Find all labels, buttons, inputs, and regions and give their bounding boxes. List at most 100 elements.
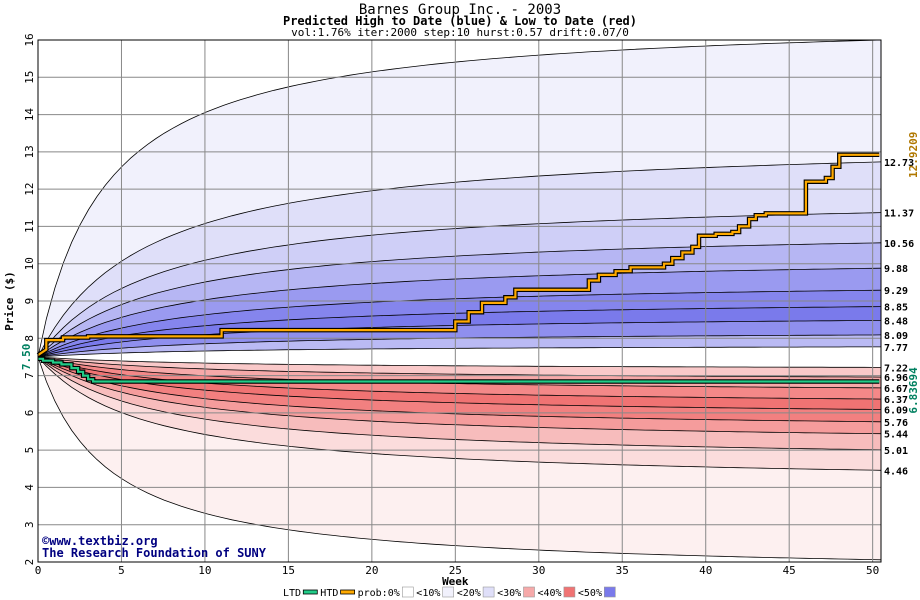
band-end-label: 9.29 — [884, 286, 908, 297]
plot-frame — [37, 39, 882, 563]
band-boundary-line-19 — [37, 356, 882, 561]
band-boundary-line-10 — [37, 356, 881, 368]
band-boundary-line-16 — [37, 356, 882, 435]
band-end-labels: 12.73 11.37 10.56 9.88 9.29 8.85 8.48 8.097.77 7… — [884, 132, 920, 478]
low-band-area-7 — [38, 356, 881, 471]
probability-bands — [38, 40, 881, 560]
legend-label: prob:0% — [358, 588, 400, 599]
high-band-area-6 — [38, 306, 881, 357]
start-price-label: 7.50 — [20, 344, 33, 371]
y-tick-label: 12 — [23, 182, 36, 195]
band-boundary-line-9 — [37, 346, 881, 358]
legend-color-swatch — [523, 586, 535, 598]
y-tick-label: 3 — [23, 521, 36, 528]
x-tick-label: 5 — [118, 564, 125, 577]
band-boundary-line-2 — [37, 212, 882, 358]
chart-title: Barnes Group Inc. - 2003 — [358, 2, 562, 18]
y-tick-label: 14 — [23, 108, 36, 122]
x-tick-label: 10 — [198, 564, 211, 577]
low-band-area-2 — [38, 356, 881, 400]
band-end-label: 4.46 — [884, 466, 908, 477]
y-axis-label: Price ($) — [3, 271, 16, 331]
high-band-area-2 — [38, 212, 881, 357]
ltd-series-line — [38, 357, 880, 383]
y-tick-label: 6 — [23, 410, 36, 417]
x-tick-label: 30 — [532, 564, 545, 577]
y-tick-label: 13 — [23, 145, 36, 158]
low-band-area-6 — [38, 356, 881, 450]
band-end-label: 6.67 — [884, 384, 908, 395]
band-boundary-line-0 — [37, 39, 882, 357]
band-boundary-line-5 — [37, 289, 882, 358]
legend: LTD HTD prob:0% <10% <20% <30% <40% <50% — [283, 586, 616, 599]
legend-color-swatch — [442, 586, 455, 598]
legend-label: LTD — [283, 588, 301, 599]
y-tick-label: 2 — [23, 559, 36, 566]
y-tick-label: 10 — [23, 257, 36, 270]
low-final-label: 6.83694 — [907, 367, 920, 414]
x-tick-label: 25 — [449, 564, 462, 577]
high-band-area-8 — [38, 334, 881, 357]
band-end-label: 10.56 — [884, 239, 914, 250]
band-end-label: 8.85 — [884, 303, 908, 314]
legend-line-swatch — [302, 589, 318, 595]
y-tick-label: 16 — [23, 33, 36, 46]
high-band-area-1 — [38, 161, 881, 357]
center-band-area — [38, 346, 881, 368]
legend-label: HTD — [320, 588, 338, 599]
band-boundary-line-17 — [37, 356, 882, 451]
x-tick-label: 15 — [282, 564, 295, 577]
chart-subtitle: Predicted High to Date (blue) & Low to D… — [282, 14, 637, 28]
legend-color-swatch — [401, 586, 414, 598]
band-end-label: 6.96 — [884, 373, 908, 384]
y-tick-label: 7 — [23, 372, 36, 379]
series-lines — [36, 152, 880, 384]
band-end-label: 7.77 — [884, 343, 908, 354]
band-boundary-line-4 — [37, 267, 882, 358]
band-end-label: 6.09 — [884, 406, 908, 417]
band-boundary-line-6 — [37, 306, 882, 358]
low-band-area-5 — [38, 356, 881, 434]
band-end-label: 5.01 — [884, 446, 908, 457]
band-boundary-line-1 — [37, 161, 882, 358]
y-tick-label: 8 — [23, 335, 36, 342]
high-band-area-3 — [38, 242, 881, 357]
band-end-label: 7.22 — [884, 363, 908, 374]
band-end-label: 8.09 — [884, 331, 908, 342]
band-boundary-line-18 — [37, 356, 882, 471]
legend-label: <30% — [497, 588, 521, 599]
y-tick-label: 5 — [23, 447, 36, 454]
legend-color-swatch — [563, 586, 576, 598]
y-tick-label: 9 — [23, 298, 36, 305]
chart-parameters: vol:1.76% iter:2000 step:10 hurst:0.57 d… — [291, 26, 629, 39]
legend-line-swatch — [340, 589, 356, 595]
low-band-area-4 — [38, 356, 881, 422]
chart-axes: 0 5 10 15 20 25 30 35 40 45 5023456789101112131415… — [3, 33, 882, 588]
high-band-area-5 — [38, 290, 881, 357]
legend-color-swatch — [603, 586, 616, 598]
legend-color-swatch — [482, 586, 495, 598]
credits: ©www.textbiz.org The Research Foundation… — [42, 534, 267, 560]
high-final-label: 12.9209 — [907, 132, 920, 178]
high-band-area-4 — [38, 268, 881, 357]
band-boundary-line-11 — [37, 356, 882, 378]
band-end-label: 5.44 — [884, 430, 908, 441]
band-boundary-line-3 — [37, 242, 882, 358]
chart-grid — [37, 39, 881, 563]
legend-label: <20% — [457, 588, 481, 599]
x-tick-label: 50 — [866, 564, 879, 577]
legend-label: <40% — [538, 588, 562, 599]
x-tick-label: 45 — [783, 564, 796, 577]
x-tick-label: 0 — [35, 564, 42, 577]
x-tick-label: 40 — [699, 564, 712, 577]
legend-label: <50% — [578, 588, 602, 599]
x-axis-label: Week — [442, 575, 469, 588]
band-boundary-line-14 — [37, 356, 882, 410]
band-end-label: 8.48 — [884, 316, 908, 327]
band-end-label: 6.37 — [884, 395, 908, 406]
low-band-area-8 — [38, 356, 881, 560]
band-end-label: 11.37 — [884, 209, 914, 220]
high-band-area-0 — [38, 40, 881, 357]
band-end-label: 5.76 — [884, 418, 908, 429]
x-tick-label: 20 — [365, 564, 378, 577]
